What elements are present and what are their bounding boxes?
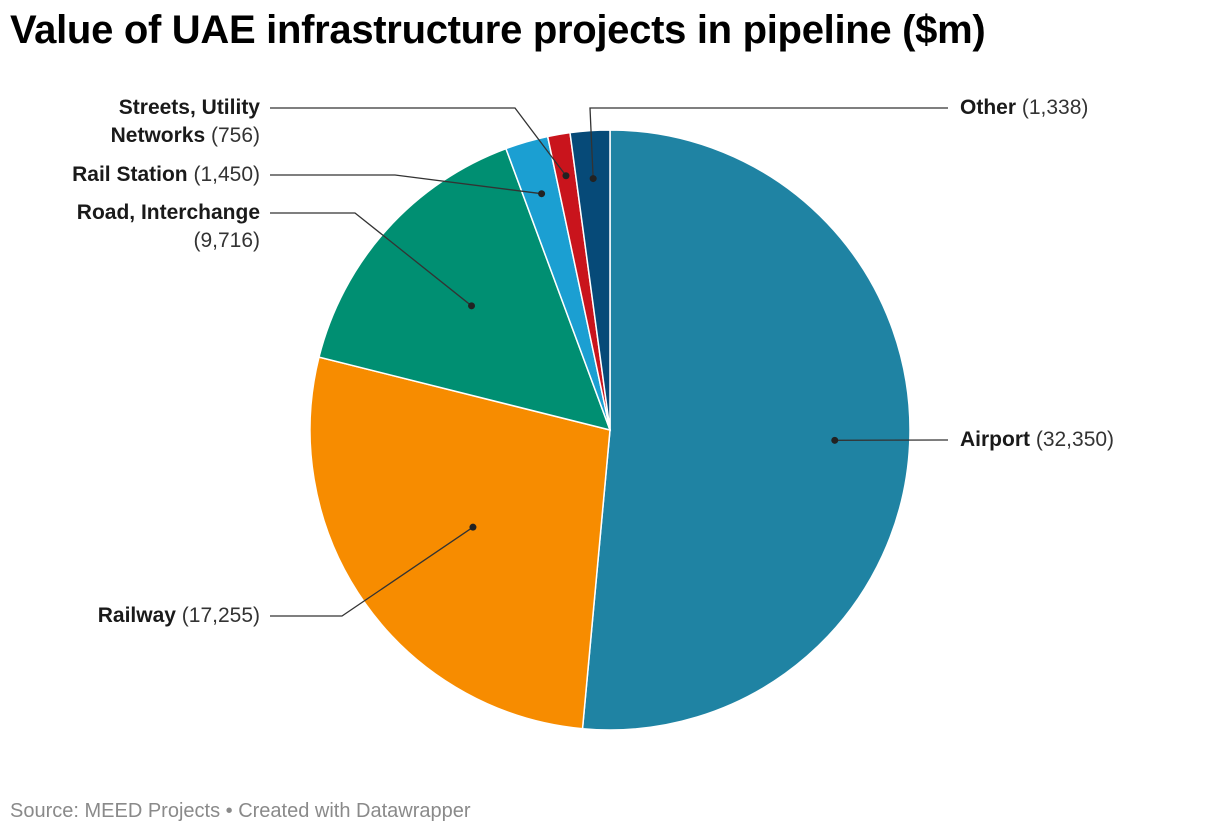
leader-line-streets-utility-networks bbox=[270, 107, 567, 177]
pie-slice-other[interactable] bbox=[569, 129, 611, 431]
slice-label-railway: Railway (17,255) bbox=[98, 604, 260, 627]
slice-value-airport: (32,350) bbox=[1030, 428, 1114, 451]
leader-line-rail-station bbox=[270, 174, 542, 195]
leader-dot-airport bbox=[831, 436, 839, 444]
leader-dot-railway bbox=[469, 523, 477, 531]
chart-title: Value of UAE infrastructure projects in … bbox=[10, 8, 986, 52]
leader-dot-rail-station bbox=[538, 190, 546, 198]
slice-name-streets-utility-networks: Streets, Utility bbox=[119, 96, 261, 119]
slice-value-railway: (17,255) bbox=[176, 604, 260, 627]
slice-value-other: (1,338) bbox=[1016, 96, 1088, 119]
slice-name-railway: Railway bbox=[98, 604, 177, 627]
slice-value-road-interchange: (9,716) bbox=[193, 229, 260, 252]
leader-dot-road-interchange bbox=[468, 302, 476, 310]
slice-name-airport: Airport bbox=[960, 428, 1030, 451]
footer-separator: • bbox=[220, 800, 239, 822]
leader-line-other bbox=[589, 107, 948, 179]
pie-slice-railway[interactable] bbox=[309, 356, 611, 730]
leader-line-railway bbox=[270, 526, 474, 617]
leader-dot-streets-utility-networks bbox=[562, 172, 570, 180]
slice-label-other: Other (1,338) bbox=[960, 96, 1088, 119]
pie-slices bbox=[309, 129, 911, 731]
slice-name-other: Other bbox=[960, 96, 1016, 119]
pie-slice-airport[interactable] bbox=[581, 129, 911, 731]
slice-value-streets-utility-networks: (756) bbox=[205, 124, 260, 147]
slice-labels: Airport (32,350) Railway (17,255) Road, In… bbox=[72, 96, 1114, 627]
leader-line-road-interchange bbox=[270, 212, 472, 307]
slice-name-road-interchange: Road, Interchange bbox=[77, 201, 260, 224]
slice-label-streets-utility-networks: Streets, Utility Networks (756) bbox=[111, 96, 261, 147]
slice-label-airport: Airport (32,350) bbox=[960, 428, 1114, 451]
slice-name-streets-utility-networks: Networks bbox=[111, 124, 206, 147]
slice-name-rail-station: Rail Station bbox=[72, 163, 188, 186]
slice-label-rail-station: Rail Station (1,450) bbox=[72, 163, 260, 186]
source-text: Source: MEED Projects bbox=[10, 800, 221, 822]
pie-slice-road-interchange[interactable] bbox=[318, 147, 612, 432]
leader-dot-other bbox=[589, 175, 597, 183]
footer: Source: MEED Projects • Created with Dat… bbox=[10, 800, 471, 823]
credit-link[interactable]: Created with Datawrapper bbox=[238, 800, 471, 822]
slice-value-rail-station: (1,450) bbox=[188, 163, 260, 186]
slice-label-road-interchange: Road, Interchange (9,716) bbox=[77, 201, 260, 252]
leader-lines bbox=[270, 107, 948, 617]
pie-chart: Airport (32,350) Railway (17,255) Road, In… bbox=[72, 96, 1114, 731]
